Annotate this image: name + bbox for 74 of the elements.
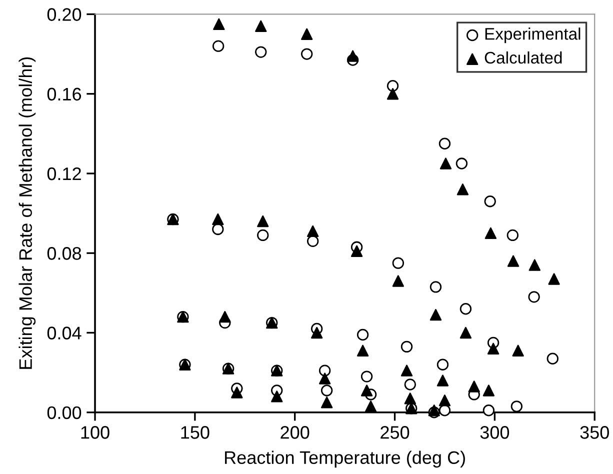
point [528,291,540,303]
point [392,275,404,287]
y-tick-label: 0.12 [47,167,81,180]
point [460,303,472,315]
point [318,372,331,384]
legend-label: Experimental [485,28,580,44]
point [487,342,500,355]
point [301,28,313,40]
point [212,40,224,52]
point [400,364,413,376]
point [510,400,523,412]
point [213,18,225,30]
point [482,404,495,416]
point [392,257,404,269]
point [320,396,333,408]
point [255,46,267,58]
point [456,158,468,170]
point [404,378,416,390]
point [255,20,267,32]
y-tick-label: 0.20 [47,8,82,21]
point [318,364,331,376]
x-axis-title: Reaction Temperature (deg C) [225,450,465,468]
point [219,310,231,323]
point [436,374,449,386]
point [430,281,442,293]
point [257,229,269,242]
point [482,384,495,396]
point [212,213,224,226]
x-tick-label: 350 [580,426,609,439]
point [484,196,496,208]
point [440,158,452,170]
x-tick-label: 200 [280,426,310,439]
point [507,255,520,267]
x-tick-label: 300 [480,426,510,439]
point [404,392,416,404]
point [257,215,269,228]
x-tick-label: 250 [380,426,410,439]
x-tick-label: 150 [181,426,210,439]
point [306,225,319,238]
point [301,48,313,60]
point [271,390,283,402]
y-tick-label: 0.16 [47,88,82,101]
point [231,386,243,398]
point [484,227,497,240]
point [356,344,369,357]
point [456,184,469,196]
point [468,380,480,392]
point [438,394,451,406]
point [438,138,451,150]
point [430,308,442,321]
point [346,50,359,62]
point [356,328,369,341]
point [350,245,363,257]
point [548,273,560,285]
point [386,80,399,92]
point [400,340,413,353]
legend-label: Calculated [484,51,562,64]
point [436,358,449,370]
x-tick-label: 100 [81,426,110,439]
y-tick-label: 0.08 [47,247,82,260]
point [546,352,558,364]
y-axis-title: Exiting Molar Rate of Methanol (mol/hr) [18,57,36,369]
point [512,344,524,357]
point [460,326,472,339]
point [320,384,333,396]
point [364,400,377,412]
point [386,88,399,100]
point [528,259,541,271]
y-tick-label: 0.04 [47,326,82,340]
point [310,326,323,339]
point [360,384,373,396]
point [506,229,519,242]
y-tick-label: 0.00 [47,406,82,420]
point [360,370,373,382]
